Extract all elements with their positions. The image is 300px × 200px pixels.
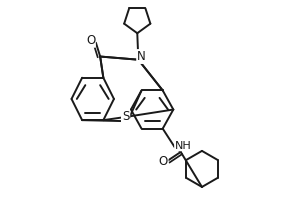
Text: S: S <box>122 110 129 123</box>
Text: O: O <box>159 155 168 168</box>
Text: N: N <box>137 50 146 63</box>
Text: O: O <box>86 34 95 47</box>
Text: NH: NH <box>175 141 192 151</box>
